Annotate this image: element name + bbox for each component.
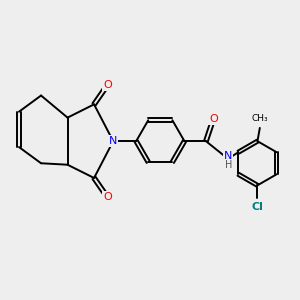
Text: O: O bbox=[103, 80, 112, 90]
Text: H: H bbox=[225, 160, 232, 170]
Text: N: N bbox=[109, 136, 117, 146]
Text: O: O bbox=[103, 192, 112, 202]
Text: Cl: Cl bbox=[251, 202, 263, 212]
Text: CH₃: CH₃ bbox=[251, 115, 268, 124]
Text: N: N bbox=[224, 151, 232, 161]
Text: O: O bbox=[209, 114, 218, 124]
